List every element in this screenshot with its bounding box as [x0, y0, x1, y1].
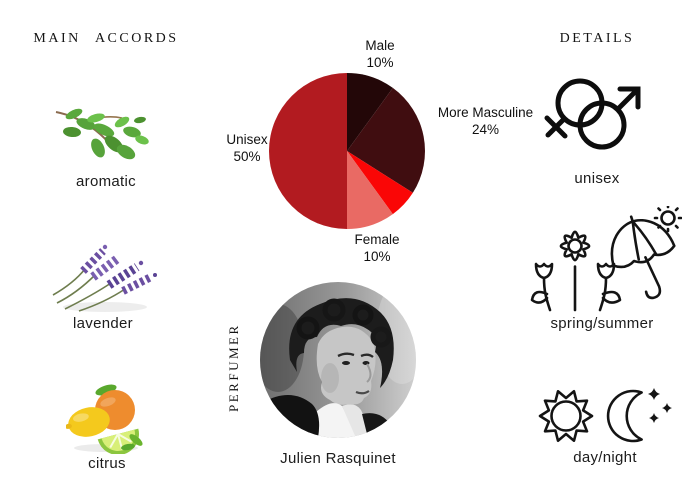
detail-label-season: spring/summer — [550, 315, 654, 332]
pie-label-female-name: Female — [354, 232, 400, 247]
main-accords-header: MAIN ACCORDS — [33, 31, 179, 46]
accord-label-lavender: lavender — [73, 315, 133, 332]
pie-label-unisex-pct: 50% — [233, 149, 261, 164]
pie-label-male-pct: 10% — [366, 55, 394, 70]
pie-label-female-pct: 10% — [363, 249, 391, 264]
pie-slice-more-masculine — [347, 87, 425, 193]
perfumer-section-label: PERFUMER — [226, 323, 241, 412]
pie-slice-male — [347, 73, 393, 151]
pie-label-more-masculine: More Masculine 24% — [428, 104, 543, 138]
pie-label-unisex: Unisex 50% — [212, 131, 282, 165]
pie-slice-female — [347, 151, 393, 229]
details-header: DETAILS — [559, 31, 635, 46]
detail-label-time: day/night — [573, 449, 637, 466]
pie-label-male: Male 10% — [330, 37, 430, 71]
aromatic-herb-icon — [55, 108, 149, 160]
gender-pie-chart — [269, 73, 425, 229]
detail-label-gender: unisex — [574, 170, 620, 187]
lavender-icon — [52, 244, 157, 312]
pie-slice-unisex — [269, 73, 347, 229]
accord-label-citrus: citrus — [88, 455, 126, 472]
pie-label-more-masculine-name: More Masculine — [437, 105, 534, 120]
perfumer-photo — [260, 282, 416, 438]
citrus-icon — [66, 384, 143, 454]
gender-unisex-icon — [544, 78, 641, 150]
pie-label-male-name: Male — [365, 38, 395, 53]
accord-label-aromatic: aromatic — [76, 173, 136, 190]
pie-label-female: Female 10% — [327, 231, 427, 265]
pie-label-unisex-name: Unisex — [226, 132, 268, 147]
day-night-icon — [538, 388, 672, 443]
spring-summer-icon — [530, 206, 682, 312]
pie-slice-unlabeled — [347, 151, 413, 215]
perfumer-name: Julien Rasquinet — [280, 450, 396, 467]
pie-label-more-masculine-pct: 24% — [471, 122, 500, 137]
